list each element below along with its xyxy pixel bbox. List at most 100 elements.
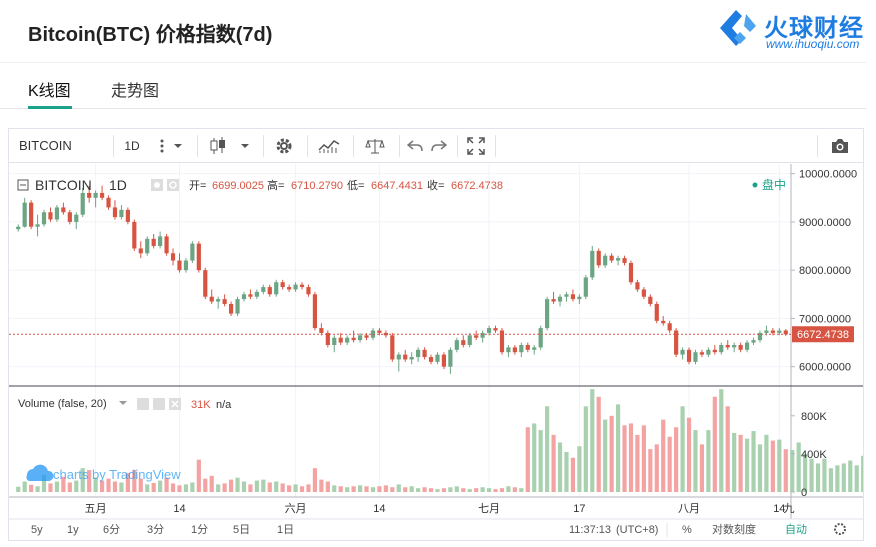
- candle-body: [770, 330, 775, 333]
- fullscreen-button[interactable]: [461, 129, 491, 162]
- interval-button[interactable]: 1D: [124, 138, 140, 153]
- price-tick-label: 8000.0000: [799, 265, 851, 277]
- candle-body: [403, 354, 408, 360]
- volume-bar: [486, 488, 492, 492]
- series-settings-button: [167, 179, 179, 191]
- volume-bar: [241, 481, 247, 492]
- candle-body: [551, 299, 556, 302]
- candle-body: [170, 253, 176, 261]
- close-value: 6672.4738: [451, 180, 503, 192]
- candle-body: [228, 303, 234, 314]
- range-button[interactable]: 5y: [31, 524, 43, 536]
- auto-scale-button[interactable]: 自动: [785, 523, 807, 536]
- candle-body: [287, 287, 292, 290]
- volume-bar: [106, 478, 111, 492]
- redo-button[interactable]: [427, 129, 451, 162]
- volume-bar: [719, 389, 724, 492]
- candle-body: [209, 296, 214, 302]
- volume-bar: [403, 487, 408, 492]
- scale-settings-icon[interactable]: [834, 523, 846, 535]
- volume-bar: [628, 423, 634, 492]
- candle-body: [474, 335, 479, 338]
- range-button[interactable]: 3分: [147, 523, 164, 536]
- candle-body: [390, 335, 395, 360]
- candle-body: [338, 337, 343, 343]
- volume-bar: [583, 406, 588, 492]
- volume-bar: [680, 406, 685, 492]
- price-tick-label: 7000.0000: [799, 313, 851, 325]
- candle-body: [261, 287, 266, 292]
- candle-body: [454, 340, 459, 350]
- volume-bar: [615, 404, 621, 492]
- volume-bar: [351, 486, 356, 492]
- volume-bar: [383, 485, 388, 492]
- volume-bar: [596, 396, 601, 492]
- settings-button[interactable]: [267, 129, 301, 162]
- volume-bar: [577, 446, 582, 492]
- chart-canvas[interactable]: 6000.0000 7000.0000 8000.0000 9000.0000 1000…: [9, 164, 863, 541]
- range-button[interactable]: 1分: [191, 523, 208, 536]
- percent-scale-button[interactable]: %: [682, 524, 692, 536]
- candle-body: [351, 337, 356, 341]
- volume-legend-label: Volume (false, 20): [18, 398, 107, 410]
- candle-body: [577, 296, 582, 300]
- volume-bar: [641, 425, 646, 492]
- snapshot-button[interactable]: [821, 129, 859, 162]
- candle-body: [125, 209, 130, 222]
- candle-body: [293, 284, 298, 290]
- volume-bar: [22, 481, 27, 492]
- volume-bar: [545, 406, 550, 492]
- range-button[interactable]: 1y: [67, 524, 79, 536]
- volume-bar: [209, 475, 214, 492]
- candle-body: [603, 255, 608, 266]
- logo: 火球财经 www.ihuoqiu.com: [716, 6, 872, 54]
- volume-bar: [674, 427, 679, 492]
- range-button[interactable]: 6分: [103, 523, 120, 536]
- candle-body: [757, 332, 763, 341]
- volume-bar: [170, 483, 176, 492]
- price-tick-label: 6000.0000: [799, 362, 851, 374]
- volume-bar: [725, 406, 730, 492]
- volume-bar: [777, 439, 782, 492]
- candle-body: [712, 349, 717, 353]
- scale-icon: [365, 138, 385, 153]
- range-button[interactable]: 1日: [277, 524, 294, 536]
- compare-button[interactable]: [357, 129, 393, 162]
- candle-body: [416, 349, 421, 358]
- volume-bar: [506, 486, 511, 492]
- high-label: 高=: [267, 178, 284, 192]
- candle-body: [54, 207, 60, 220]
- volume-legend-dropdown-icon: [119, 401, 127, 405]
- candle-body: [67, 212, 72, 222]
- low-value: 6647.4431: [371, 180, 423, 192]
- candle-body: [132, 221, 137, 249]
- interval-dropdown[interactable]: [149, 129, 193, 162]
- undo-button[interactable]: [403, 129, 427, 162]
- candle-body: [325, 332, 330, 345]
- candle-body: [145, 238, 150, 254]
- last-price-label: 6672.4738: [797, 329, 849, 341]
- candle-body: [357, 335, 363, 341]
- clock-time: 11:37:13: [569, 524, 611, 536]
- volume-bar: [732, 432, 737, 492]
- candle-body: [158, 236, 163, 247]
- volume-bar: [99, 480, 105, 492]
- volume-bar: [493, 489, 498, 492]
- candle-body: [661, 320, 666, 324]
- volume-settings-button: [153, 398, 165, 410]
- volume-bar: [461, 488, 466, 492]
- candle-body: [222, 299, 227, 304]
- indicators-button[interactable]: [311, 129, 347, 162]
- volume-bar: [54, 481, 60, 492]
- tab-kline[interactable]: K线图: [28, 83, 71, 100]
- volume-bar: [390, 487, 395, 492]
- symbol-search[interactable]: BITCOIN: [19, 138, 72, 153]
- volume-bar: [448, 487, 453, 492]
- chart-type-button[interactable]: [201, 129, 257, 162]
- time-tick-label: 五月: [85, 503, 107, 515]
- range-button[interactable]: 5日: [233, 524, 250, 536]
- tab-trend[interactable]: 走势图: [111, 83, 160, 100]
- log-scale-button[interactable]: 对数刻度: [712, 522, 756, 536]
- volume-bar: [112, 481, 118, 492]
- volume-bar: [370, 487, 376, 492]
